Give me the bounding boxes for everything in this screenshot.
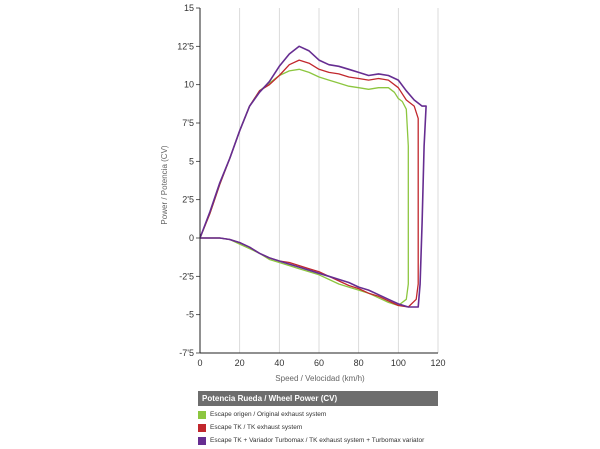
x-tick-label-4: 80 [354,358,364,368]
axes [196,7,438,354]
legend-item-original: Escape origen / Original exhaust system [198,410,438,419]
legend-label-original: Escape origen / Original exhaust system [210,411,327,418]
legend-title: Potencia Rueda / Wheel Power (CV) [198,391,438,406]
series-line-2 [199,45,427,308]
legend: Potencia Rueda / Wheel Power (CV) Escape… [198,391,438,445]
legend-swatch-original [198,410,206,419]
x-tick-label-1: 20 [235,358,245,368]
y-tick-label-6: 0 [189,233,194,243]
y-tick-label-0: 15 [184,3,194,13]
x-tick-label-6: 120 [430,358,445,368]
y-tick-label-3: 7'5 [182,118,194,128]
tick-labels: 0 20 40 60 80 100 120 15 12'5 10 7'5 5 2'5 0 -2'5 -5 -7'… [177,3,445,368]
legend-label-tk-turbomax: Escape TK + Variador Turbomax / TK exhau… [210,437,425,444]
x-tick-label-3: 60 [314,358,324,368]
y-tick-label-2: 10 [184,80,194,90]
legend-item-tk-turbomax: Escape TK + Variador Turbomax / TK exhau… [198,436,438,445]
legend-swatch-tk-turbomax [198,436,206,445]
y-tick-label-8: -5 [186,310,194,320]
legend-items: Escape origen / Original exhaust system … [198,410,438,445]
legend-label-tk: Escape TK / TK exhaust system [210,424,303,431]
x-axis-title: Speed / Velocidad (km/h) [275,374,365,383]
y-tick-label-7: -2'5 [179,271,194,281]
x-tick-label-2: 40 [274,358,284,368]
legend-swatch-tk [198,423,206,432]
series-lines [199,45,427,308]
x-tick-label-5: 100 [391,358,406,368]
series-line-0 [199,68,409,307]
y-tick-label-9: -7'5 [179,348,194,358]
y-axis-title: Power / Potencia (CV) [160,145,169,224]
y-tick-label-1: 12'5 [177,41,194,51]
y-tick-label-5: 2'5 [182,195,194,205]
x-tick-label-0: 0 [197,358,202,368]
legend-item-tk: Escape TK / TK exhaust system [198,423,438,432]
y-tick-label-4: 5 [189,156,194,166]
